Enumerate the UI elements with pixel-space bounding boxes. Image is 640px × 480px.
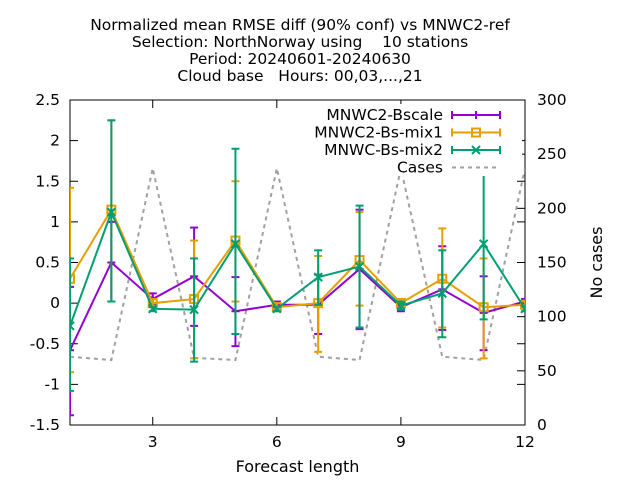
- y2-tick-label: 150: [537, 254, 567, 272]
- y-tick-label: 2: [50, 132, 60, 150]
- y-tick-label: -1: [45, 375, 60, 393]
- data-point: [148, 304, 158, 314]
- data-point: [70, 273, 75, 284]
- x-tick-label: 9: [396, 433, 406, 451]
- series-line: [70, 207, 525, 309]
- data-point: [520, 307, 525, 314]
- y2-axis: 0 50 100 150 200 250 300: [517, 91, 567, 434]
- x-tick-label: 3: [148, 433, 158, 451]
- data-point: [354, 261, 365, 272]
- y-axis: -1.5 -1 -0.5 0 0.5 1 1.5 2 2.5: [30, 91, 525, 434]
- legend-label: Cases: [397, 159, 443, 177]
- y2-axis-label: No cases: [587, 227, 606, 299]
- x-axis: 3 6 9 12: [148, 100, 535, 451]
- title-line: Normalized mean RMSE diff (90% conf) vs …: [90, 16, 510, 34]
- y-tick-label: -0.5: [30, 335, 60, 353]
- legend-label: MNWC-Bs-mix2: [324, 141, 443, 159]
- legend: MNWC2-BscaleMNWC2-Bs-mix1MNWC-Bs-mix2Cas…: [300, 104, 522, 177]
- y2-tick-label: 100: [537, 308, 567, 326]
- series-group: [70, 119, 525, 417]
- data-point: [520, 304, 525, 311]
- y-tick-label: 0: [50, 294, 60, 312]
- x-axis-label: Forecast length: [236, 457, 360, 476]
- data-point: [230, 239, 241, 249]
- data-point: [396, 300, 406, 311]
- y2-tick-label: 250: [537, 145, 567, 163]
- legend-marker: [471, 145, 481, 155]
- series-line: [70, 168, 525, 362]
- series-mnwc2-bscale: [70, 208, 525, 417]
- series-mnwc-bs-mix2: [70, 119, 525, 392]
- x-tick-label: 12: [515, 433, 535, 451]
- data-point: [189, 304, 199, 315]
- y-tick-label: 1.5: [35, 172, 60, 190]
- legend-label: MNWC2-Bs-mix1: [314, 124, 443, 142]
- data-point: [70, 321, 75, 328]
- series-line: [70, 209, 525, 327]
- data-point: [313, 272, 323, 282]
- title-line: Cloud base Hours: 00,03,...,21: [177, 67, 422, 85]
- y-tick-label: 0.5: [35, 254, 60, 272]
- y2-tick-label: 200: [537, 199, 567, 217]
- data-point: [272, 304, 282, 314]
- y2-tick-label: 50: [537, 362, 557, 380]
- legend-label: MNWC2-Bscale: [326, 106, 443, 124]
- data-point: [478, 239, 489, 249]
- y2-tick-label: 300: [537, 91, 567, 109]
- chart-title: Normalized mean RMSE diff (90% conf) vs …: [90, 16, 510, 85]
- x-tick-label: 6: [272, 433, 282, 451]
- title-line: Period: 20240601-20240630: [189, 50, 411, 68]
- y-tick-label: 2.5: [35, 91, 60, 109]
- data-point: [106, 207, 117, 217]
- data-point: [437, 288, 447, 299]
- series-cases: [70, 168, 525, 362]
- data-point: [70, 324, 75, 331]
- legend-marker: [471, 127, 481, 138]
- y-tick-label: -1.5: [30, 416, 60, 434]
- y-tick-label: 1: [50, 213, 60, 231]
- title-line: Selection: NorthNorway using 10 stations: [132, 33, 468, 51]
- y2-tick-label: 0: [537, 416, 547, 434]
